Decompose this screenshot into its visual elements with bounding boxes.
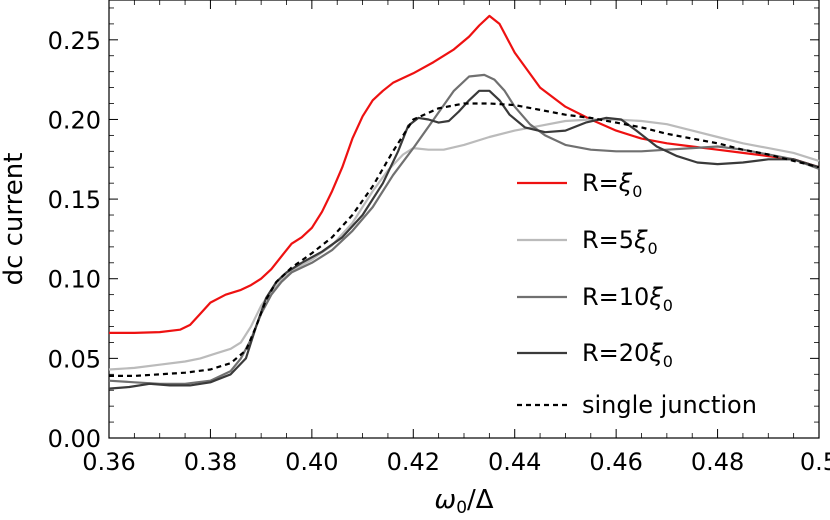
x-axis-tick-labels: 0.36 0.38 0.40 0.42 0.44 0.46 0.48 0.5: [82, 448, 830, 476]
legend-label: R=20ξ0: [582, 339, 673, 371]
series-line-2: [108, 118, 820, 371]
series-line-4: [108, 89, 820, 390]
x-tick-label: 0.46: [589, 448, 642, 476]
x-tick-label: 0.48: [691, 448, 744, 476]
series-line-1: [109, 14, 820, 334]
y-tick-label: 0.20: [48, 106, 101, 134]
x-tick-label: 0.5: [800, 448, 830, 476]
y-tick-label: 0.00: [48, 425, 101, 453]
x-tick-label: 0.40: [285, 448, 338, 476]
y-tick-label: 0.15: [48, 186, 101, 214]
y-axis-tick-labels: 0.00 0.05 0.10 0.15 0.20 0.25: [48, 27, 101, 453]
series-line-3: [108, 73, 820, 385]
legend-label: R=ξ0: [582, 169, 642, 201]
x-tick-label: 0.36: [82, 448, 135, 476]
series-line-5: [109, 102, 820, 377]
x-tick-label: 0.42: [387, 448, 440, 476]
y-axis-title: dc current: [0, 153, 29, 286]
x-axis-title: ω0/Δ: [434, 485, 493, 518]
y-tick-label: 0.10: [48, 266, 101, 294]
legend-label: R=10ξ0: [582, 283, 673, 315]
series-lines: [108, 14, 820, 390]
legend-label: R=5ξ0: [582, 226, 658, 258]
axis-ticks: [108, 0, 820, 439]
plot-frame: [108, 0, 820, 439]
legend-label: single junction: [582, 391, 757, 419]
x-tick-label: 0.38: [184, 448, 237, 476]
y-tick-label: 0.25: [48, 27, 101, 55]
y-tick-label: 0.05: [48, 345, 101, 373]
legend: R=ξ0 R=5ξ0 R=10ξ0 R=20ξ0 single junction: [517, 169, 757, 419]
x-tick-label: 0.44: [488, 448, 541, 476]
